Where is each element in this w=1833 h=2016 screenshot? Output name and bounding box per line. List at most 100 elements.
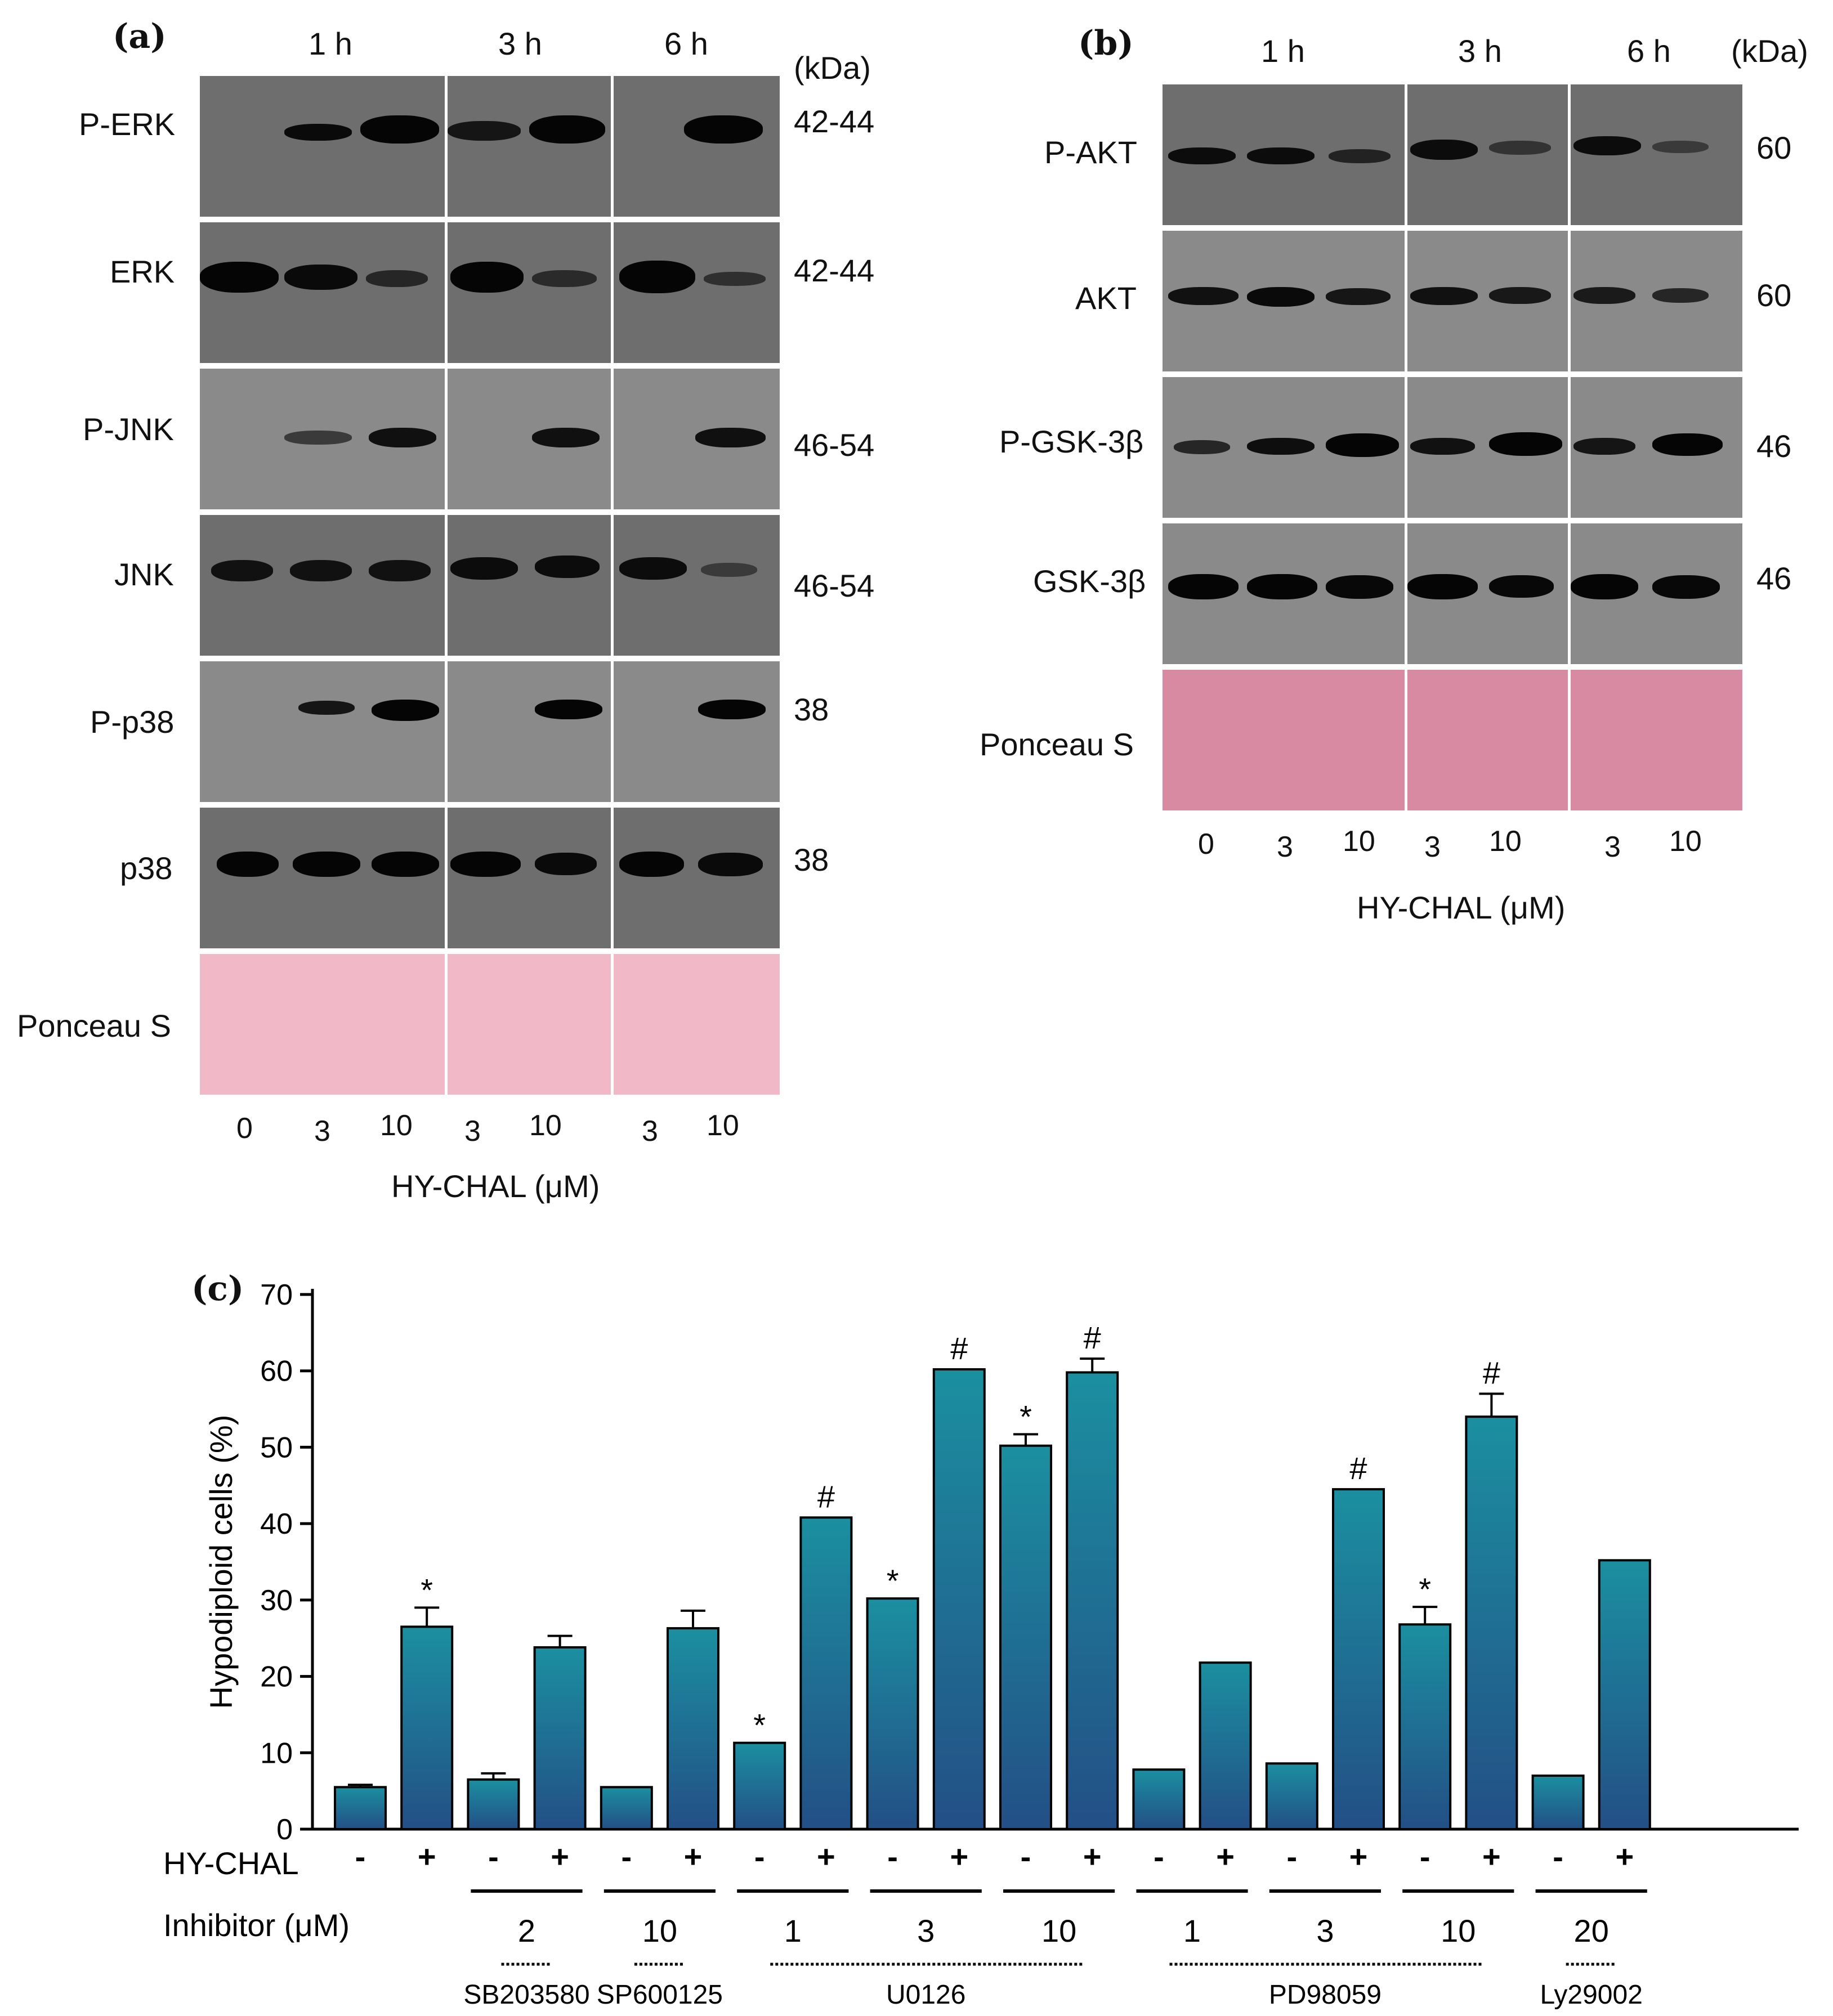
hy-chal-sign: - xyxy=(1420,1839,1430,1874)
bar xyxy=(1265,1762,1318,1830)
bar xyxy=(334,1786,387,1831)
lane-b-5: 10 xyxy=(1489,825,1522,858)
y-tick-label: 20 xyxy=(260,1661,293,1694)
bar xyxy=(1398,1623,1452,1830)
hy-chal-sign: - xyxy=(1154,1839,1164,1874)
blot-p-jnk xyxy=(200,369,780,509)
time-label-3h: 3 h xyxy=(498,26,542,61)
row-label-ponceau-a: Ponceau S xyxy=(17,1008,171,1043)
kda-p-erk: 42-44 xyxy=(794,104,875,139)
row-label-p-gsk: P-GSK-3β xyxy=(999,424,1144,459)
lane-a-4: 3 xyxy=(464,1115,481,1148)
hy-chal-sign: - xyxy=(1286,1839,1297,1874)
y-axis-title: Hypodiploid cells (%) xyxy=(203,1415,239,1709)
panel-a-label: (a) xyxy=(113,17,167,56)
dose-label: 1 xyxy=(784,1913,802,1948)
hy-chal-sign: + xyxy=(950,1839,968,1874)
inhibitor-name: PD98059 xyxy=(1269,1980,1382,2010)
bar xyxy=(400,1625,454,1831)
bar xyxy=(932,1368,986,1830)
blot-akt xyxy=(1163,231,1742,371)
y-tick-label: 0 xyxy=(276,1813,293,1846)
hy-chal-sign: - xyxy=(754,1839,765,1874)
kda-jnk: 46-54 xyxy=(794,568,875,603)
y-tick-label: 40 xyxy=(260,1508,293,1540)
hy-chal-sign: + xyxy=(1482,1839,1501,1874)
row-label-p-p38: P-p38 xyxy=(90,704,175,740)
blot-gsk xyxy=(1163,523,1742,664)
dose-label: 10 xyxy=(1041,1913,1076,1948)
dose-label: 10 xyxy=(642,1913,677,1948)
blot-p38 xyxy=(200,808,780,948)
ponceau-a xyxy=(200,954,780,1095)
y-tick-label: 70 xyxy=(260,1279,293,1311)
inhibitor-name: U0126 xyxy=(886,1980,965,2010)
y-tick-label: 30 xyxy=(260,1584,293,1617)
blot-p-erk xyxy=(200,76,780,217)
kda-p-gsk: 46 xyxy=(1756,428,1792,464)
inhibitor-row-label: Inhibitor (μM) xyxy=(163,1907,350,1943)
significance-mark: * xyxy=(887,1563,899,1598)
bar xyxy=(1132,1768,1186,1830)
hy-chal-sign: + xyxy=(551,1839,569,1874)
bar xyxy=(799,1516,853,1830)
kda-p-p38: 38 xyxy=(794,692,829,727)
bar xyxy=(1199,1661,1252,1830)
time-label-b-1h: 1 h xyxy=(1261,33,1305,69)
bar xyxy=(1066,1371,1119,1830)
dose-label: 3 xyxy=(917,1913,935,1948)
kda-p-akt: 60 xyxy=(1756,130,1792,165)
time-label-1h: 1 h xyxy=(309,26,352,61)
significance-mark: * xyxy=(1419,1571,1431,1607)
kda-p-jnk: 46-54 xyxy=(794,427,875,463)
blot-erk xyxy=(200,222,780,363)
lane-a-6: 3 xyxy=(642,1115,658,1148)
kda-header: (kDa) xyxy=(794,50,871,86)
bar xyxy=(1598,1559,1651,1830)
lane-a-5: 10 xyxy=(529,1109,562,1142)
lane-b-4: 3 xyxy=(1424,831,1441,863)
bar xyxy=(600,1786,653,1831)
lane-a-3: 10 xyxy=(380,1109,413,1142)
xlabel-a: HY-CHAL (μM) xyxy=(391,1168,600,1204)
significance-mark: # xyxy=(950,1330,968,1366)
kda-p38: 38 xyxy=(794,842,829,877)
dose-label: 2 xyxy=(518,1913,535,1948)
lane-b-7: 10 xyxy=(1669,825,1702,858)
row-label-p-jnk: P-JNK xyxy=(83,411,174,447)
hy-chal-sign: - xyxy=(1553,1839,1563,1874)
kda-erk: 42-44 xyxy=(794,253,875,288)
dose-label: 3 xyxy=(1316,1913,1334,1948)
hy-chal-sign: - xyxy=(621,1839,632,1874)
blot-p-p38 xyxy=(200,661,780,802)
significance-mark: * xyxy=(421,1572,433,1607)
bar xyxy=(1465,1415,1518,1830)
y-tick-label: 50 xyxy=(260,1431,293,1464)
blot-jnk xyxy=(200,515,780,656)
time-label-6h: 6 h xyxy=(664,26,708,61)
row-label-erk: ERK xyxy=(110,254,175,289)
kda-header-b: (kDa) xyxy=(1731,33,1808,69)
kda-akt: 60 xyxy=(1756,277,1792,313)
inhibitor-name: Ly29002 xyxy=(1540,1980,1643,2010)
hy-chal-row-label: HY-CHAL xyxy=(163,1845,299,1881)
row-label-jnk: JNK xyxy=(114,557,174,592)
lane-b-2: 3 xyxy=(1277,831,1293,863)
bar xyxy=(733,1741,786,1830)
hy-chal-sign: - xyxy=(355,1839,366,1874)
lane-b-1: 0 xyxy=(1198,828,1214,861)
inhibitor-name: SP600125 xyxy=(597,1980,723,2010)
bar xyxy=(667,1627,719,1831)
row-label-p-erk: P-ERK xyxy=(79,106,176,142)
dose-label: 10 xyxy=(1441,1913,1476,1948)
bar xyxy=(533,1646,587,1830)
hy-chal-sign: + xyxy=(1083,1839,1102,1874)
bar xyxy=(999,1444,1052,1831)
bar xyxy=(467,1778,520,1830)
significance-mark: # xyxy=(1084,1320,1101,1355)
lane-a-2: 3 xyxy=(314,1115,330,1148)
significance-mark: * xyxy=(1020,1399,1032,1434)
hy-chal-sign: - xyxy=(887,1839,898,1874)
hy-chal-sign: + xyxy=(1349,1839,1368,1874)
